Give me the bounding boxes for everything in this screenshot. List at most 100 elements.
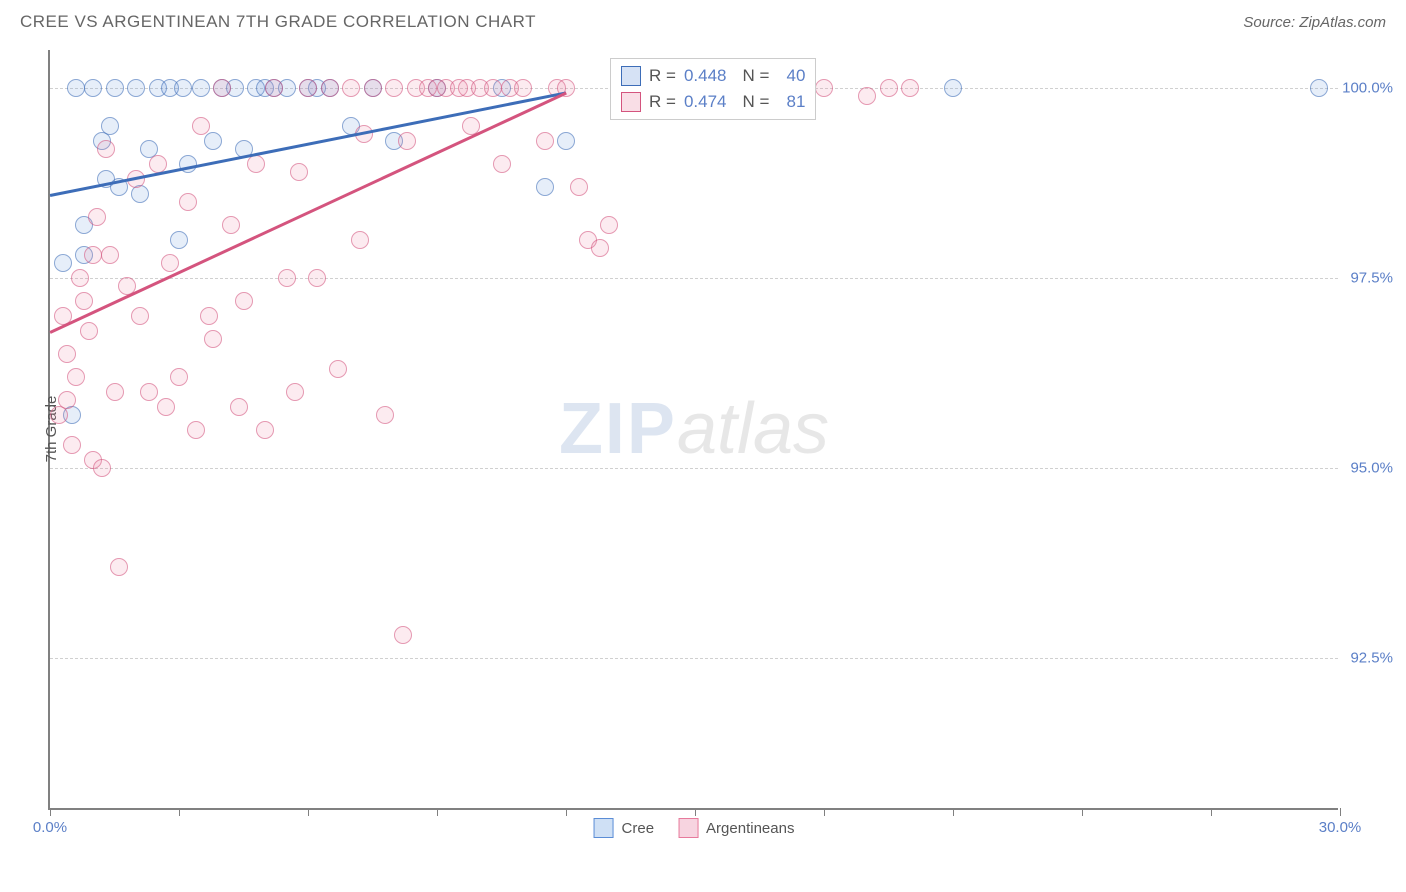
scatter-point — [230, 398, 248, 416]
scatter-point — [536, 178, 554, 196]
watermark: ZIPatlas — [559, 388, 829, 470]
scatter-point — [187, 421, 205, 439]
legend-item: Cree — [594, 818, 655, 838]
scatter-point — [484, 79, 502, 97]
legend-label: Cree — [622, 820, 655, 837]
stat-n-value: 81 — [777, 92, 805, 112]
xtick-label: 30.0% — [1319, 819, 1362, 836]
scatter-point — [161, 254, 179, 272]
scatter-point — [570, 178, 588, 196]
scatter-point — [110, 558, 128, 576]
ytick-label: 100.0% — [1342, 80, 1393, 97]
scatter-point — [106, 79, 124, 97]
bottom-legend: Cree Argentineans — [594, 818, 795, 838]
scatter-point — [93, 459, 111, 477]
scatter-point — [127, 79, 145, 97]
scatter-point — [329, 360, 347, 378]
scatter-point — [286, 383, 304, 401]
scatter-point — [106, 383, 124, 401]
scatter-point — [170, 368, 188, 386]
scatter-point — [170, 231, 188, 249]
scatter-point — [63, 436, 81, 454]
scatter-point — [880, 79, 898, 97]
scatter-point — [200, 307, 218, 325]
chart-title: CREE VS ARGENTINEAN 7TH GRADE CORRELATIO… — [20, 12, 536, 32]
legend-row: R = 0.474 N = 81 — [621, 89, 805, 115]
scatter-point — [67, 79, 85, 97]
xtick — [1340, 808, 1341, 816]
scatter-point — [101, 246, 119, 264]
trendline — [49, 92, 566, 334]
legend-label: Argentineans — [706, 820, 794, 837]
xtick — [566, 808, 567, 816]
scatter-point — [192, 79, 210, 97]
scatter-point — [157, 398, 175, 416]
scatter-point — [222, 216, 240, 234]
scatter-point — [204, 330, 222, 348]
scatter-point — [278, 269, 296, 287]
scatter-point — [71, 269, 89, 287]
scatter-point — [1310, 79, 1328, 97]
scatter-point — [376, 406, 394, 424]
legend-row: R =0.448N =40 — [621, 63, 805, 89]
ytick-label: 97.5% — [1350, 270, 1393, 287]
ytick-label: 92.5% — [1350, 650, 1393, 667]
scatter-point — [265, 79, 283, 97]
scatter-point — [80, 322, 98, 340]
legend-swatch — [621, 92, 641, 112]
scatter-point — [213, 79, 231, 97]
scatter-point — [75, 292, 93, 310]
scatter-point — [290, 163, 308, 181]
trendline — [50, 92, 566, 197]
scatter-point — [944, 79, 962, 97]
xtick — [824, 808, 825, 816]
scatter-point — [140, 383, 158, 401]
scatter-point — [364, 79, 382, 97]
gridline — [50, 278, 1338, 279]
scatter-point — [342, 79, 360, 97]
scatter-point — [131, 307, 149, 325]
ytick-label: 95.0% — [1350, 460, 1393, 477]
xtick — [953, 808, 954, 816]
scatter-point — [247, 155, 265, 173]
legend-swatch — [678, 818, 698, 838]
chart-container: 7th Grade ZIPatlas 92.5%95.0%97.5%100.0%… — [48, 50, 1388, 840]
stat-n-label: N = — [742, 66, 769, 86]
legend-swatch — [594, 818, 614, 838]
scatter-point — [385, 79, 403, 97]
scatter-point — [192, 117, 210, 135]
source-text: Source: ZipAtlas.com — [1243, 14, 1386, 31]
scatter-point — [398, 132, 416, 150]
scatter-point — [901, 79, 919, 97]
xtick — [1211, 808, 1212, 816]
scatter-point — [54, 254, 72, 272]
xtick-label: 0.0% — [33, 819, 67, 836]
stat-r-label: R = — [649, 92, 676, 112]
stat-r-value: 0.474 — [684, 92, 727, 112]
scatter-point — [514, 79, 532, 97]
legend-item: Argentineans — [678, 818, 794, 838]
scatter-point — [493, 155, 511, 173]
xtick — [179, 808, 180, 816]
scatter-point — [557, 132, 575, 150]
scatter-point — [591, 239, 609, 257]
scatter-point — [235, 292, 253, 310]
stat-r-label: R = — [649, 66, 676, 86]
scatter-point — [101, 117, 119, 135]
stat-r-value: 0.448 — [684, 66, 727, 86]
xtick — [695, 808, 696, 816]
scatter-point — [394, 626, 412, 644]
scatter-point — [351, 231, 369, 249]
scatter-point — [858, 87, 876, 105]
legend-stats: R =0.448N =40R =0.474N =81 — [610, 58, 816, 120]
stat-n-label: N = — [742, 92, 769, 112]
scatter-point — [308, 269, 326, 287]
scatter-point — [600, 216, 618, 234]
gridline — [50, 658, 1338, 659]
scatter-point — [299, 79, 317, 97]
scatter-point — [815, 79, 833, 97]
scatter-point — [174, 79, 192, 97]
scatter-point — [58, 345, 76, 363]
plot-area: 7th Grade ZIPatlas 92.5%95.0%97.5%100.0%… — [48, 50, 1338, 810]
scatter-point — [321, 79, 339, 97]
